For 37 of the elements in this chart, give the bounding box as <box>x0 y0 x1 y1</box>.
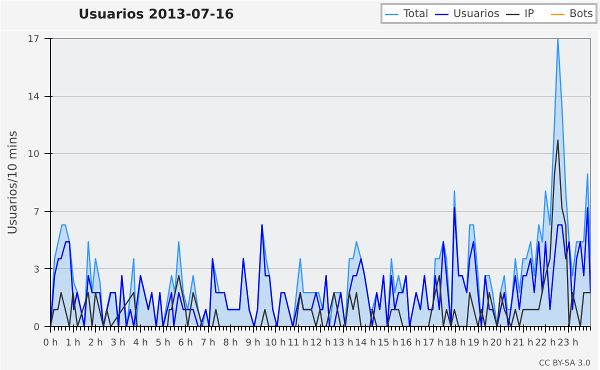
x-tick-label: 15 h <box>378 338 398 348</box>
y-tick-label: 10 <box>28 149 40 160</box>
x-tick-label: 20 h <box>490 338 511 348</box>
text: CC BY-SA 3.0 <box>538 358 591 368</box>
x-tick-label: 7 h <box>200 338 216 348</box>
x-tick-label: 21 h <box>512 338 534 348</box>
y-tick-label: 14 <box>28 92 40 103</box>
y-tick-label: 3 <box>34 264 40 276</box>
legend-label: IP <box>524 7 536 20</box>
legend-label: Bots <box>569 7 593 20</box>
x-tick-label: 16 h <box>400 338 421 348</box>
x-tick-label: 23 h <box>558 338 578 348</box>
x-tick-label: 8 h <box>223 338 238 348</box>
legend-label: Total <box>403 7 428 20</box>
x-tick-label: 19 h <box>468 338 488 348</box>
x-tick-label: 9 h <box>246 338 260 348</box>
x-tick-label: 2 h <box>88 338 103 348</box>
x-tick-label: 14 h <box>355 338 376 348</box>
x-tick-label: 0 h <box>43 338 58 348</box>
x-tick-label: 6 h <box>178 338 193 348</box>
y-tick-label: 0 <box>34 322 40 333</box>
x-tick-label: 4 h <box>133 338 148 348</box>
chart-title: Usuarios 2013-07-16 <box>78 8 234 22</box>
y-axis-title: Usuarios/10 mins <box>6 130 20 234</box>
x-tick-label: 12 h <box>310 338 331 348</box>
x-tick-label: 22 h <box>535 338 556 348</box>
x-tick-label: 11 h <box>288 338 308 348</box>
x-tick-label: 1 h <box>66 338 80 348</box>
x-tick-label: 17 h <box>422 338 444 348</box>
legend-label: Usuarios <box>453 7 500 20</box>
x-tick-label: 13 h <box>332 338 354 348</box>
x-tick-label: 5 h <box>156 338 170 348</box>
x-tick-label: 3 h <box>110 338 126 348</box>
y-tick-label: 7 <box>34 206 40 218</box>
y-tick-label: 17 <box>28 34 40 45</box>
x-tick-label: 10 h <box>265 338 286 348</box>
x-tick-label: 18 h <box>445 338 466 348</box>
